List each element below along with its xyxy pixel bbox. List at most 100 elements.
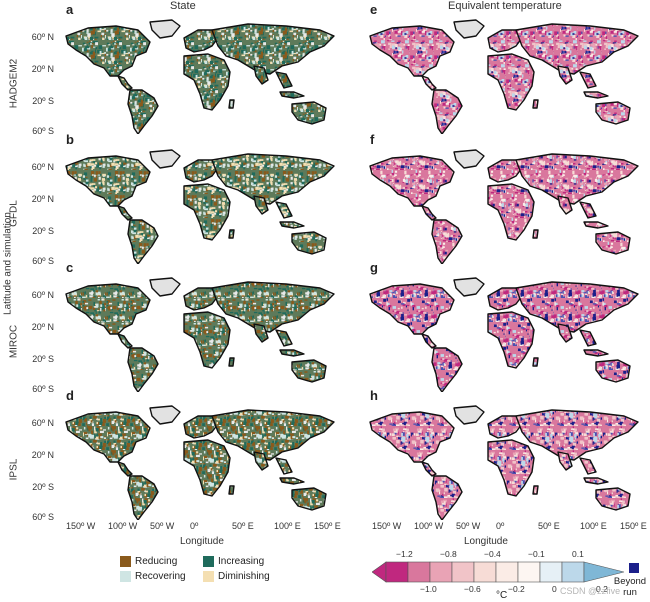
panel-label-d: d: [66, 388, 74, 403]
land-shape: [228, 99, 235, 109]
lon-label: 100º W: [108, 521, 138, 531]
colorbar-segment: [451, 561, 475, 583]
colorbar-top-tick: −0.8: [440, 549, 457, 559]
legend-increasing-label: Increasing: [218, 556, 265, 567]
land-shape: [275, 201, 293, 219]
panel-label-h: h: [370, 388, 378, 403]
colorbar-segment: [473, 561, 497, 583]
colorbar-bottom-tick: −1.0: [420, 584, 437, 594]
land-shape: [253, 323, 269, 343]
land-shape: [65, 411, 151, 463]
land-shape: [431, 475, 463, 520]
land-shape: [117, 205, 133, 221]
land-shape: [421, 75, 437, 91]
land-shape: [291, 359, 327, 383]
land-shape: [117, 75, 133, 91]
temp-map-3: [369, 405, 639, 520]
model-label-gfdl: GFDL: [8, 200, 20, 227]
model-label-miroc: MIROC: [8, 324, 20, 359]
land-shape: [487, 311, 535, 369]
colorbar-segment: [385, 561, 409, 583]
colorbar-top-tick: −0.4: [484, 549, 501, 559]
land-shape: [228, 357, 235, 367]
land-shape: [595, 231, 631, 255]
colorbar-bottom-tick: −0.2: [508, 584, 525, 594]
land-shape: [431, 219, 463, 264]
land-shape: [275, 329, 293, 347]
land-shape: [583, 477, 609, 485]
land-shape: [487, 53, 535, 111]
lat-label: 20º N: [31, 450, 54, 460]
land-shape: [557, 451, 573, 471]
land-shape: [211, 23, 335, 75]
land-shape: [65, 155, 151, 207]
legend-diminishing-label: Diminishing: [218, 571, 270, 582]
greenland-shape: [149, 19, 181, 39]
x-axis-title-left: Longitude: [180, 536, 224, 547]
land-shape: [595, 359, 631, 383]
state-map-0: [65, 19, 335, 134]
land-shape: [183, 311, 231, 369]
land-shape: [183, 439, 231, 497]
land-shape: [369, 411, 455, 463]
greenland-shape: [453, 149, 485, 169]
land-shape: [369, 283, 455, 335]
legend-diminishing-swatch: [203, 571, 214, 582]
lat-label: 60º N: [31, 418, 54, 428]
land-shape: [65, 283, 151, 335]
land-shape: [228, 485, 235, 495]
land-shape: [595, 101, 631, 125]
land-shape: [515, 153, 639, 205]
land-shape: [291, 487, 327, 511]
lat-label: 20º N: [31, 322, 54, 332]
lat-label: 60º S: [32, 384, 54, 394]
legend-reducing: Reducing: [120, 556, 177, 567]
lon-label: 0º: [190, 521, 199, 531]
land-shape: [421, 333, 437, 349]
colorbar-segment: [539, 561, 563, 583]
colorbar-segment: [429, 561, 453, 583]
land-shape: [583, 221, 609, 229]
colorbar-top-tick: −0.1: [528, 549, 545, 559]
temp-map-0: [369, 19, 639, 134]
colorbar-bottom-tick: 0: [552, 584, 557, 594]
land-shape: [487, 183, 535, 241]
lon-label: 150º W: [372, 521, 402, 531]
lon-label: 50º E: [232, 521, 254, 531]
land-shape: [127, 219, 159, 264]
greenland-shape: [149, 405, 181, 425]
watermark: CSDN @zzfive: [560, 586, 621, 596]
lon-label: 0º: [496, 521, 505, 531]
panel-label-f: f: [370, 132, 375, 147]
land-shape: [532, 99, 539, 109]
land-shape: [279, 477, 305, 485]
land-shape: [117, 333, 133, 349]
lat-label: 60º S: [32, 256, 54, 266]
land-shape: [579, 201, 597, 219]
greenland-shape: [453, 19, 485, 39]
land-shape: [369, 25, 455, 77]
panel-label-g: g: [370, 260, 378, 275]
land-shape: [487, 415, 523, 439]
land-shape: [431, 89, 463, 134]
land-shape: [487, 287, 523, 311]
model-label-ipsl: IPSL: [8, 458, 20, 481]
state-map-1: [65, 149, 335, 264]
panel-label-c: c: [66, 260, 74, 275]
land-shape: [183, 415, 219, 439]
land-shape: [127, 475, 159, 520]
land-shape: [279, 349, 305, 357]
lon-label: 50º W: [456, 521, 481, 531]
colorbar-segment: [407, 561, 431, 583]
land-shape: [65, 25, 151, 77]
legend-reducing-swatch: [120, 556, 131, 567]
land-shape: [431, 347, 463, 392]
temperature-colorbar: [372, 561, 625, 583]
land-shape: [211, 153, 335, 205]
land-shape: [583, 91, 609, 99]
land-shape: [253, 65, 269, 85]
panel-label-b: b: [66, 132, 74, 147]
greenland-shape: [149, 149, 181, 169]
land-shape: [579, 457, 597, 475]
colorbar-unit: °C: [496, 590, 508, 601]
